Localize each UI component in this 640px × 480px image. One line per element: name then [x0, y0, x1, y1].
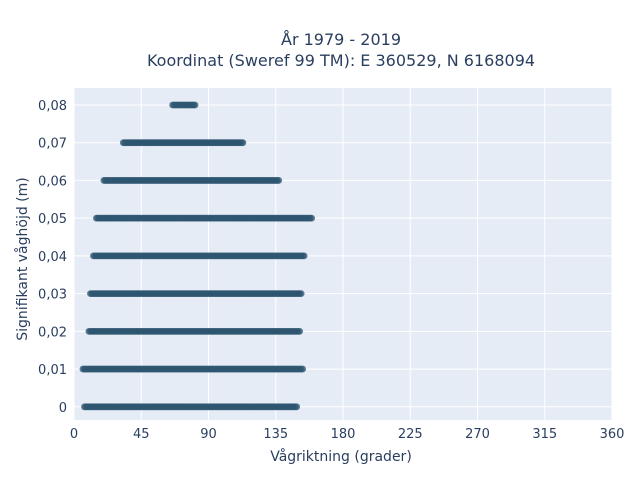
x-tick-label: 45 — [133, 427, 150, 442]
point-row — [119, 139, 247, 147]
y-axis-ticks: 0 0,01 0,02 0,03 0,04 0,05 0,06 0,07 0,08 — [38, 99, 67, 416]
data-point — [239, 139, 247, 147]
data-point — [308, 214, 316, 222]
y-tick-label: 0,05 — [38, 212, 67, 227]
x-axis-ticks: 0 45 90 135 180 225 270 315 360 — [70, 427, 625, 442]
chart-title-line2: Koordinat (Sweref 99 TM): E 360529, N 61… — [147, 51, 535, 70]
data-point — [296, 327, 304, 335]
point-row — [90, 252, 308, 260]
x-tick-label: 90 — [200, 427, 217, 442]
point-row — [81, 403, 301, 411]
point-row — [87, 290, 305, 298]
y-tick-label: 0,01 — [38, 363, 67, 378]
data-point — [299, 365, 307, 373]
data-point — [297, 290, 305, 298]
y-tick-label: 0,04 — [38, 250, 67, 265]
point-row — [169, 101, 199, 109]
y-tick-label: 0,07 — [38, 137, 67, 152]
y-axis-title: Signifikant våghöjd (m) — [14, 177, 31, 340]
y-tick-label: 0,08 — [38, 99, 67, 114]
x-tick-label: 270 — [465, 427, 490, 442]
data-point — [300, 252, 308, 260]
x-tick-label: 225 — [398, 427, 423, 442]
y-tick-label: 0,02 — [38, 325, 67, 340]
y-tick-label: 0,03 — [38, 288, 67, 303]
data-point — [275, 177, 283, 184]
x-tick-label: 180 — [331, 427, 356, 442]
data-point — [191, 101, 199, 109]
point-row — [100, 177, 283, 184]
data-point — [293, 403, 301, 411]
y-tick-label: 0,06 — [38, 174, 67, 189]
point-row — [85, 327, 304, 335]
point-row — [93, 214, 316, 222]
x-tick-label: 315 — [532, 427, 557, 442]
point-row — [79, 365, 307, 373]
x-tick-label: 135 — [263, 427, 288, 442]
y-tick-label: 0 — [59, 401, 67, 416]
x-tick-label: 360 — [600, 427, 625, 442]
x-axis-title: Vågriktning (grader) — [270, 448, 412, 465]
data-points — [79, 101, 316, 411]
x-tick-label: 0 — [70, 427, 78, 442]
chart-title-line1: År 1979 - 2019 — [281, 30, 401, 49]
